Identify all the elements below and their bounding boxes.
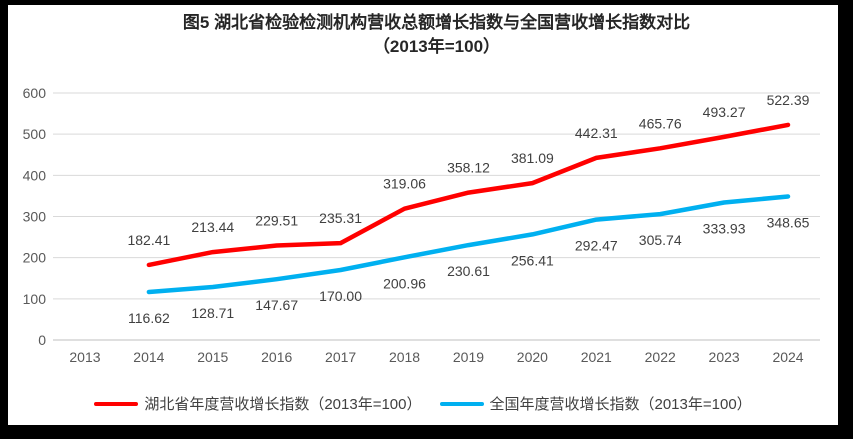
data-label: 256.41: [511, 252, 554, 268]
x-tick-label: 2014: [133, 349, 164, 365]
legend: 湖北省年度营收增长指数（2013年=100） 全国年度营收增长指数（2013年=…: [8, 393, 838, 414]
y-tick-label: 0: [38, 332, 46, 348]
data-label: 319.06: [383, 176, 426, 192]
data-label: 116.62: [128, 310, 170, 326]
x-tick-label: 2019: [453, 349, 484, 365]
data-label: 229.51: [255, 213, 298, 229]
data-label: 305.74: [639, 232, 682, 248]
data-label: 522.39: [767, 92, 810, 108]
data-label: 442.31: [575, 125, 618, 141]
data-label: 235.31: [319, 210, 362, 226]
y-tick-label: 400: [23, 167, 47, 183]
series-data-labels-0: 182.41 213.44 229.51 235.31 319.06 358.12 381.…: [127, 92, 809, 248]
x-tick-label: 2013: [69, 349, 100, 365]
y-tick-label: 200: [23, 250, 47, 266]
legend-label-national: 全国年度营收增长指数（2013年=100）: [489, 396, 752, 413]
chart-area: 图5 湖北省检验检测机构营收总额增长指数与全国营收增长指数对比 （2013年=1…: [8, 5, 838, 425]
data-label: 493.27: [703, 104, 746, 120]
data-label: 230.61: [447, 263, 490, 279]
y-tick-label: 600: [23, 85, 47, 101]
data-label: 358.12: [447, 160, 490, 176]
data-label: 213.44: [191, 219, 234, 235]
legend-item-hubei: 湖北省年度营收增长指数（2013年=100）: [94, 393, 422, 414]
x-tick-label: 2015: [197, 349, 228, 365]
data-label: 147.67: [255, 297, 298, 313]
y-axis-labels: 0 100 200 300 400 500 600: [23, 85, 47, 348]
data-label: 200.96: [383, 275, 426, 291]
series-data-labels-1: 116.62 128.71 147.67 170.00 200.96 230.61 256.…: [128, 215, 810, 327]
x-tick-label: 2024: [772, 349, 803, 365]
data-label: 128.71: [191, 305, 234, 321]
chart-subtitle: （2013年=100）: [372, 37, 501, 56]
x-tick-label: 2016: [261, 349, 292, 365]
data-label: 292.47: [575, 238, 618, 254]
x-tick-label: 2023: [709, 349, 740, 365]
x-tick-label: 2022: [645, 349, 676, 365]
x-tick-label: 2021: [581, 349, 612, 365]
data-label: 348.65: [767, 215, 810, 231]
data-label: 381.09: [511, 150, 554, 166]
legend-label-hubei: 湖北省年度营收增长指数（2013年=100）: [144, 396, 422, 413]
y-tick-label: 300: [23, 209, 47, 225]
national-line-swatch: [439, 401, 484, 406]
x-tick-label: 2020: [517, 349, 548, 365]
x-tick-label: 2018: [389, 349, 420, 365]
data-label: 170.00: [319, 288, 362, 304]
y-tick-label: 100: [23, 291, 47, 307]
data-label: 333.93: [703, 221, 746, 237]
chart-title-block: 图5 湖北省检验检测机构营收总额增长指数与全国营收增长指数对比 （2013年=1…: [53, 11, 820, 59]
series-line-1: [146, 194, 791, 295]
chart-title: 图5 湖北省检验检测机构营收总额增长指数与全国营收增长指数对比: [182, 13, 691, 32]
series-line-0: [146, 122, 791, 268]
data-label: 182.41: [127, 232, 170, 248]
gridlines: [53, 92, 820, 341]
hubei-line-swatch: [94, 401, 139, 406]
x-axis-labels: 2013 2014 2015 2016 2017 2018 2019 2020 2021 2022…: [69, 349, 803, 365]
y-tick-label: 500: [23, 126, 47, 142]
data-label: 465.76: [639, 115, 682, 131]
legend-item-national: 全国年度营收增长指数（2013年=100）: [439, 393, 752, 414]
x-tick-label: 2017: [325, 349, 356, 365]
